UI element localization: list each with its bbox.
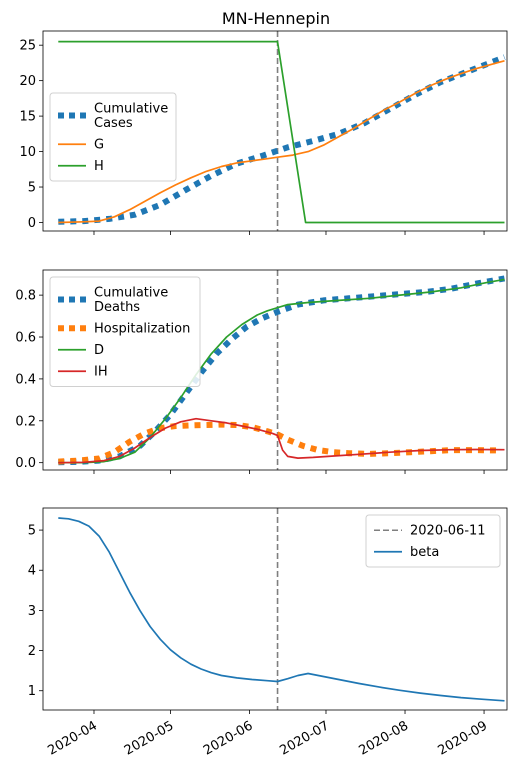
legend-label-hospitalization: Hospitalization bbox=[94, 322, 190, 337]
legend-label-cumulative-deaths: Cumulative bbox=[94, 286, 168, 301]
y-tick-label: 0.2 bbox=[15, 414, 36, 429]
y-tick-label: 0.4 bbox=[15, 372, 36, 387]
y-tick-label: 5 bbox=[28, 524, 36, 539]
y-tick-label: 3 bbox=[28, 604, 36, 619]
y-tick-label: 10 bbox=[19, 145, 36, 160]
chart-title: MN-Hennepin bbox=[222, 9, 330, 28]
legend-label-g: G bbox=[94, 138, 104, 153]
x-tick-label: 2020-09 bbox=[436, 718, 491, 758]
y-tick-label: 25 bbox=[19, 39, 36, 54]
legend-label-d: D bbox=[94, 343, 104, 358]
legend-label-cumulative-cases: Cumulative bbox=[94, 102, 168, 117]
x-tick-label: 2020-05 bbox=[122, 718, 177, 758]
legend-label-cumulative-cases: Cases bbox=[94, 116, 133, 131]
y-tick-label: 0.8 bbox=[15, 289, 36, 304]
x-tick-label: 2020-08 bbox=[356, 718, 411, 758]
y-tick-label: 0.0 bbox=[15, 456, 36, 471]
panel-3: 1 2 3 4 5 2020-04 2020-05 2020-06 2020-07 2020-08… bbox=[28, 508, 507, 759]
x-tick-label: 2020-04 bbox=[45, 718, 100, 758]
y-tick-label: 0.6 bbox=[15, 331, 36, 346]
y-tick-label: 4 bbox=[28, 564, 36, 579]
y-tick-label: 0 bbox=[28, 216, 36, 231]
x-tick-label: 2020-06 bbox=[201, 718, 256, 758]
y-tick-label: 2 bbox=[28, 644, 36, 659]
legend-label-ih: IH bbox=[94, 365, 108, 380]
x-tick-label: 2020-07 bbox=[277, 718, 332, 758]
y-tick-label: 5 bbox=[28, 181, 36, 196]
y-tick-label: 20 bbox=[19, 74, 36, 89]
legend-label-beta: beta bbox=[410, 545, 439, 560]
legend: 2020-06-11 beta bbox=[366, 515, 500, 567]
legend-label-2020-06-11: 2020-06-11 bbox=[410, 524, 486, 539]
legend-label-h: H bbox=[94, 159, 104, 174]
y-tick-label: 1 bbox=[28, 684, 36, 699]
legend-label-cumulative-deaths: Deaths bbox=[94, 300, 140, 315]
y-tick-label: 15 bbox=[19, 110, 36, 125]
